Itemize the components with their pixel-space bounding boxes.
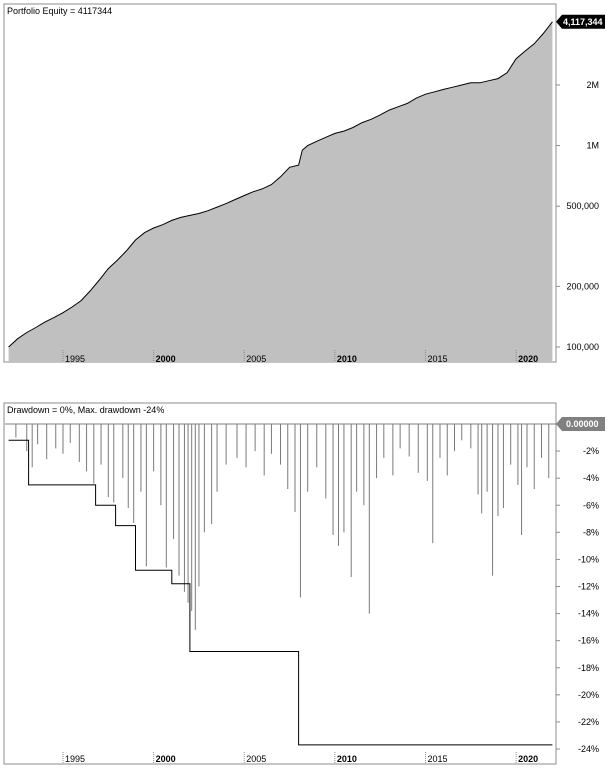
drawdown-x-tick-label: 2005: [246, 754, 266, 764]
equity-area: [8, 21, 553, 363]
equity-y-axis: 100,000 200,000 500,000 1M 2M: [556, 80, 599, 352]
drawdown-y-tick-label: -20%: [578, 690, 599, 700]
drawdown-y-tick-label: -6%: [583, 500, 599, 510]
drawdown-y-tick-label: -22%: [578, 717, 599, 727]
drawdown-last-value-badge: 0.00000: [556, 417, 605, 431]
drawdown-badge-label: 0.00000: [566, 419, 599, 429]
drawdown-y-tick-label: -4%: [583, 473, 599, 483]
drawdown-x-tick-label: 2015: [428, 754, 448, 764]
drawdown-y-tick-label: -18%: [578, 663, 599, 673]
equity-badge-label: 4,117,344: [563, 17, 603, 27]
drawdown-y-tick-label: -14%: [578, 609, 599, 619]
equity-y-tick-label: 200,000: [566, 281, 599, 291]
equity-last-value-badge: 4,117,344: [556, 14, 605, 29]
equity-y-tick-label: 100,000: [566, 342, 599, 352]
drawdown-x-axis: 1995 2000 2005 2010 2015 2020: [62, 752, 538, 764]
drawdown-y-tick-label: -16%: [578, 636, 599, 646]
drawdown-x-tick-label: 1995: [65, 754, 85, 764]
drawdown-x-tick-label: 2010: [337, 754, 357, 764]
drawdown-spikes: [15, 424, 550, 630]
equity-y-tick-label: 500,000: [566, 201, 599, 211]
max-drawdown-line: [8, 439, 553, 746]
equity-x-tick-label: 2000: [156, 354, 176, 364]
equity-x-tick-label: 2010: [337, 354, 357, 364]
equity-x-tick-label: 2015: [428, 354, 448, 364]
drawdown-y-tick-label: -2%: [583, 446, 599, 456]
drawdown-y-tick-label: -8%: [583, 527, 599, 537]
equity-x-tick-label: 2020: [518, 354, 538, 364]
drawdown-y-tick-label: -12%: [578, 582, 599, 592]
equity-y-tick-label: 2M: [586, 80, 599, 90]
equity-badge-shape: [556, 14, 605, 29]
equity-line: [8, 21, 553, 348]
equity-title: Portfolio Equity = 4117344: [7, 6, 112, 16]
drawdown-x-tick-label: 2020: [518, 754, 538, 764]
equity-chart: Portfolio Equity = 4117344 100,000 200,00…: [3, 3, 605, 364]
equity-x-tick-label: 1995: [65, 354, 85, 364]
drawdown-chart: Drawdown = 0%, Max. drawdown -24% -2% -4%…: [3, 402, 605, 765]
drawdown-y-tick-label: -24%: [578, 744, 599, 754]
equity-x-tick-label: 2005: [246, 354, 266, 364]
drawdown-x-tick-label: 2000: [156, 754, 176, 764]
drawdown-badge-shape: [556, 417, 605, 431]
equity-y-tick-label: 1M: [586, 141, 599, 151]
drawdown-y-axis: -2% -4% -6% -8% -10% -12% -14% -16% -18% -20% -22%…: [556, 446, 599, 754]
drawdown-y-tick-label: -10%: [578, 554, 599, 564]
drawdown-title: Drawdown = 0%, Max. drawdown -24%: [7, 405, 164, 415]
equity-x-axis: 1995 2000 2005 2010 2015 2020: [62, 350, 538, 364]
